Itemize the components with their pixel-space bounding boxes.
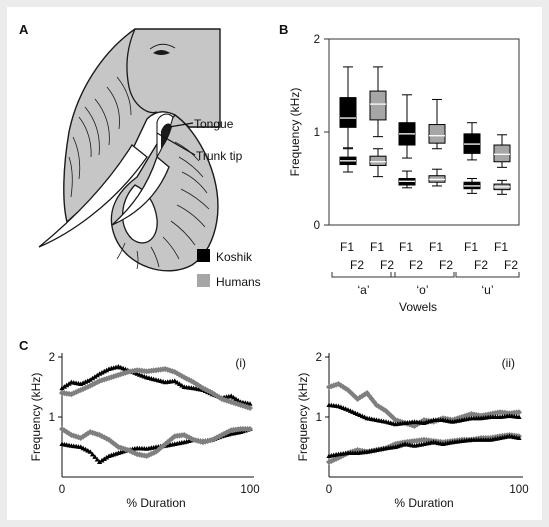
marker-i-koshik-F1-16 [97,459,103,464]
x-tick-label-ii-0: 0 [326,484,332,496]
formant-label-a-f2-humans: F2 [380,258,394,272]
tongue-shape [161,123,172,149]
box-u-f2-humans [493,144,511,163]
marker-i-koshik-F1-13 [89,451,96,457]
x-tick-label-i-1: 100 [240,484,259,496]
x-tick-label-ii-1: 100 [509,484,528,496]
trunk-rings [116,141,210,270]
panel-letter-a: A [19,22,29,37]
elephant-illustration [38,28,221,272]
eye-brow [149,43,176,50]
y-axis-label-i: Frequency (kHz) [29,373,43,462]
formant-label-o-f2-humans: F2 [439,258,453,272]
vowel-label-u: ‘u’ [481,283,493,297]
y-tick-label-2: 2 [314,34,320,46]
trunk-tip-pointer [156,132,196,156]
marker-i-koshik-F2-19 [104,367,110,373]
y-tick-label-0: 0 [314,220,320,232]
formant-boxplot: 0 1 2 Frequency (kHz) F1 F1 F2 F2 ‘a’ F1 F1 F2 F2 ‘o’… [288,34,520,314]
panel-letter-c: C [19,338,29,353]
marker-i-human-F1-3 [66,430,73,437]
y-tick-label-ii-0: 1 [316,412,322,424]
marker-i-human-F1-80 [247,426,253,432]
marker-i-koshik-F2-13 [89,375,96,381]
y-axis-label: Frequency (kHz) [288,88,302,177]
marker-i-koshik-F2-14 [92,374,98,379]
group-bracket-a [331,272,396,278]
elephant-tusk-right [111,155,170,226]
marker-i-koshik-F2-12 [87,377,93,382]
elephant-tusk-left [38,144,148,248]
marker-i-koshik-F1-19 [104,454,110,460]
formant-label-o-f2-koshik: F2 [409,258,423,272]
marker-i-human-F2-80 [247,405,253,411]
marker-i-koshik-F1-12 [87,449,93,454]
marker-i-koshik-F2-80 [247,401,253,406]
marker-i-koshik-F2-1 [61,384,67,389]
elephant-ear [126,28,158,114]
group-bracket-o [390,272,455,278]
marker-i-human-F1-31 [131,450,138,457]
marker-i-koshik-F2-15 [94,372,100,378]
x-axis-label-ii: % Duration [394,496,453,510]
marker-i-koshik-F2-18 [101,368,107,374]
y-axis-label-ii: Frequency (kHz) [296,373,310,462]
figure-canvas: A [19,22,529,510]
box-a-f1-humans [369,155,387,166]
legend-label-koshik: Koshik [216,250,253,264]
marker-i-koshik-F1-14 [92,454,98,459]
legend-label-humans: Humans [216,275,261,289]
formant-label-a-f2-koshik: F2 [350,258,364,272]
formant-label-a-f1-koshik: F1 [340,240,354,254]
x-axis-label-i: % Duration [126,496,185,510]
group-bracket-u [455,272,520,278]
panel-letter-b: B [279,22,288,37]
legend: Koshik Humans [197,249,261,289]
tongue-label: Tongue [194,117,234,131]
y-tick-label-i-1: 2 [49,352,55,364]
elephant-eye [153,50,170,55]
marker-i-koshik-F2-17 [99,370,105,375]
formant-label-a-f1-humans: F1 [370,240,384,254]
formant-label-o-f1-koshik: F1 [399,240,413,254]
figure: A [7,7,542,520]
trajectory-plot-i: 1 2 0 100 (i) % Duration Frequency (kHz) [29,352,260,510]
x-tick-label-i-0: 0 [59,484,65,496]
marker-i-koshik-F2-16 [97,371,103,376]
formant-label-u-f2-koshik: F2 [474,258,488,272]
marker-i-koshik-F2-0 [59,385,65,391]
box-o-f2-humans [428,124,446,144]
head-wrinkles [68,76,132,198]
plot-frame [328,38,520,226]
trajectory-plot-ii: 1 2 0 100 (ii) % Duration Frequency (kHz) [296,352,529,510]
marker-i-koshik-F1-15 [94,456,100,462]
legend-swatch-koshik [197,249,210,262]
vowel-label-a: ‘a’ [357,283,369,297]
vowel-label-o: ‘o’ [416,283,428,297]
marker-ii-human-F2-80 [516,409,522,416]
marker-i-koshik-F1-18 [101,456,107,461]
box-a-f2-koshik [339,97,357,128]
subtitle-i: (i) [235,356,246,370]
marker-i-koshik-F2-2 [64,382,70,388]
subtitle-ii: (ii) [502,356,515,370]
y-tick-label-1: 1 [314,127,320,139]
formant-label-u-f2-humans: F2 [504,258,518,272]
box-a-f2-humans [369,90,387,121]
trunk-tip-label: Trunk tip [196,149,243,163]
x-axis-label: Vowels [399,300,437,314]
marker-ii-koshik-F1-80 [516,435,522,440]
y-tick-label-ii-1: 2 [316,352,322,364]
tongue-pointer [168,122,194,128]
marker-i-koshik-F1-17 [99,457,105,463]
marker-i-koshik-F2-3 [66,381,72,386]
legend-swatch-humans [197,274,210,287]
formant-label-o-f1-humans: F1 [429,240,443,254]
y-tick-label-i-0: 1 [49,412,55,424]
formant-label-u-f1-humans: F1 [494,240,508,254]
formant-label-u-f1-koshik: F1 [464,240,478,254]
marker-ii-koshik-F2-80 [516,414,522,419]
